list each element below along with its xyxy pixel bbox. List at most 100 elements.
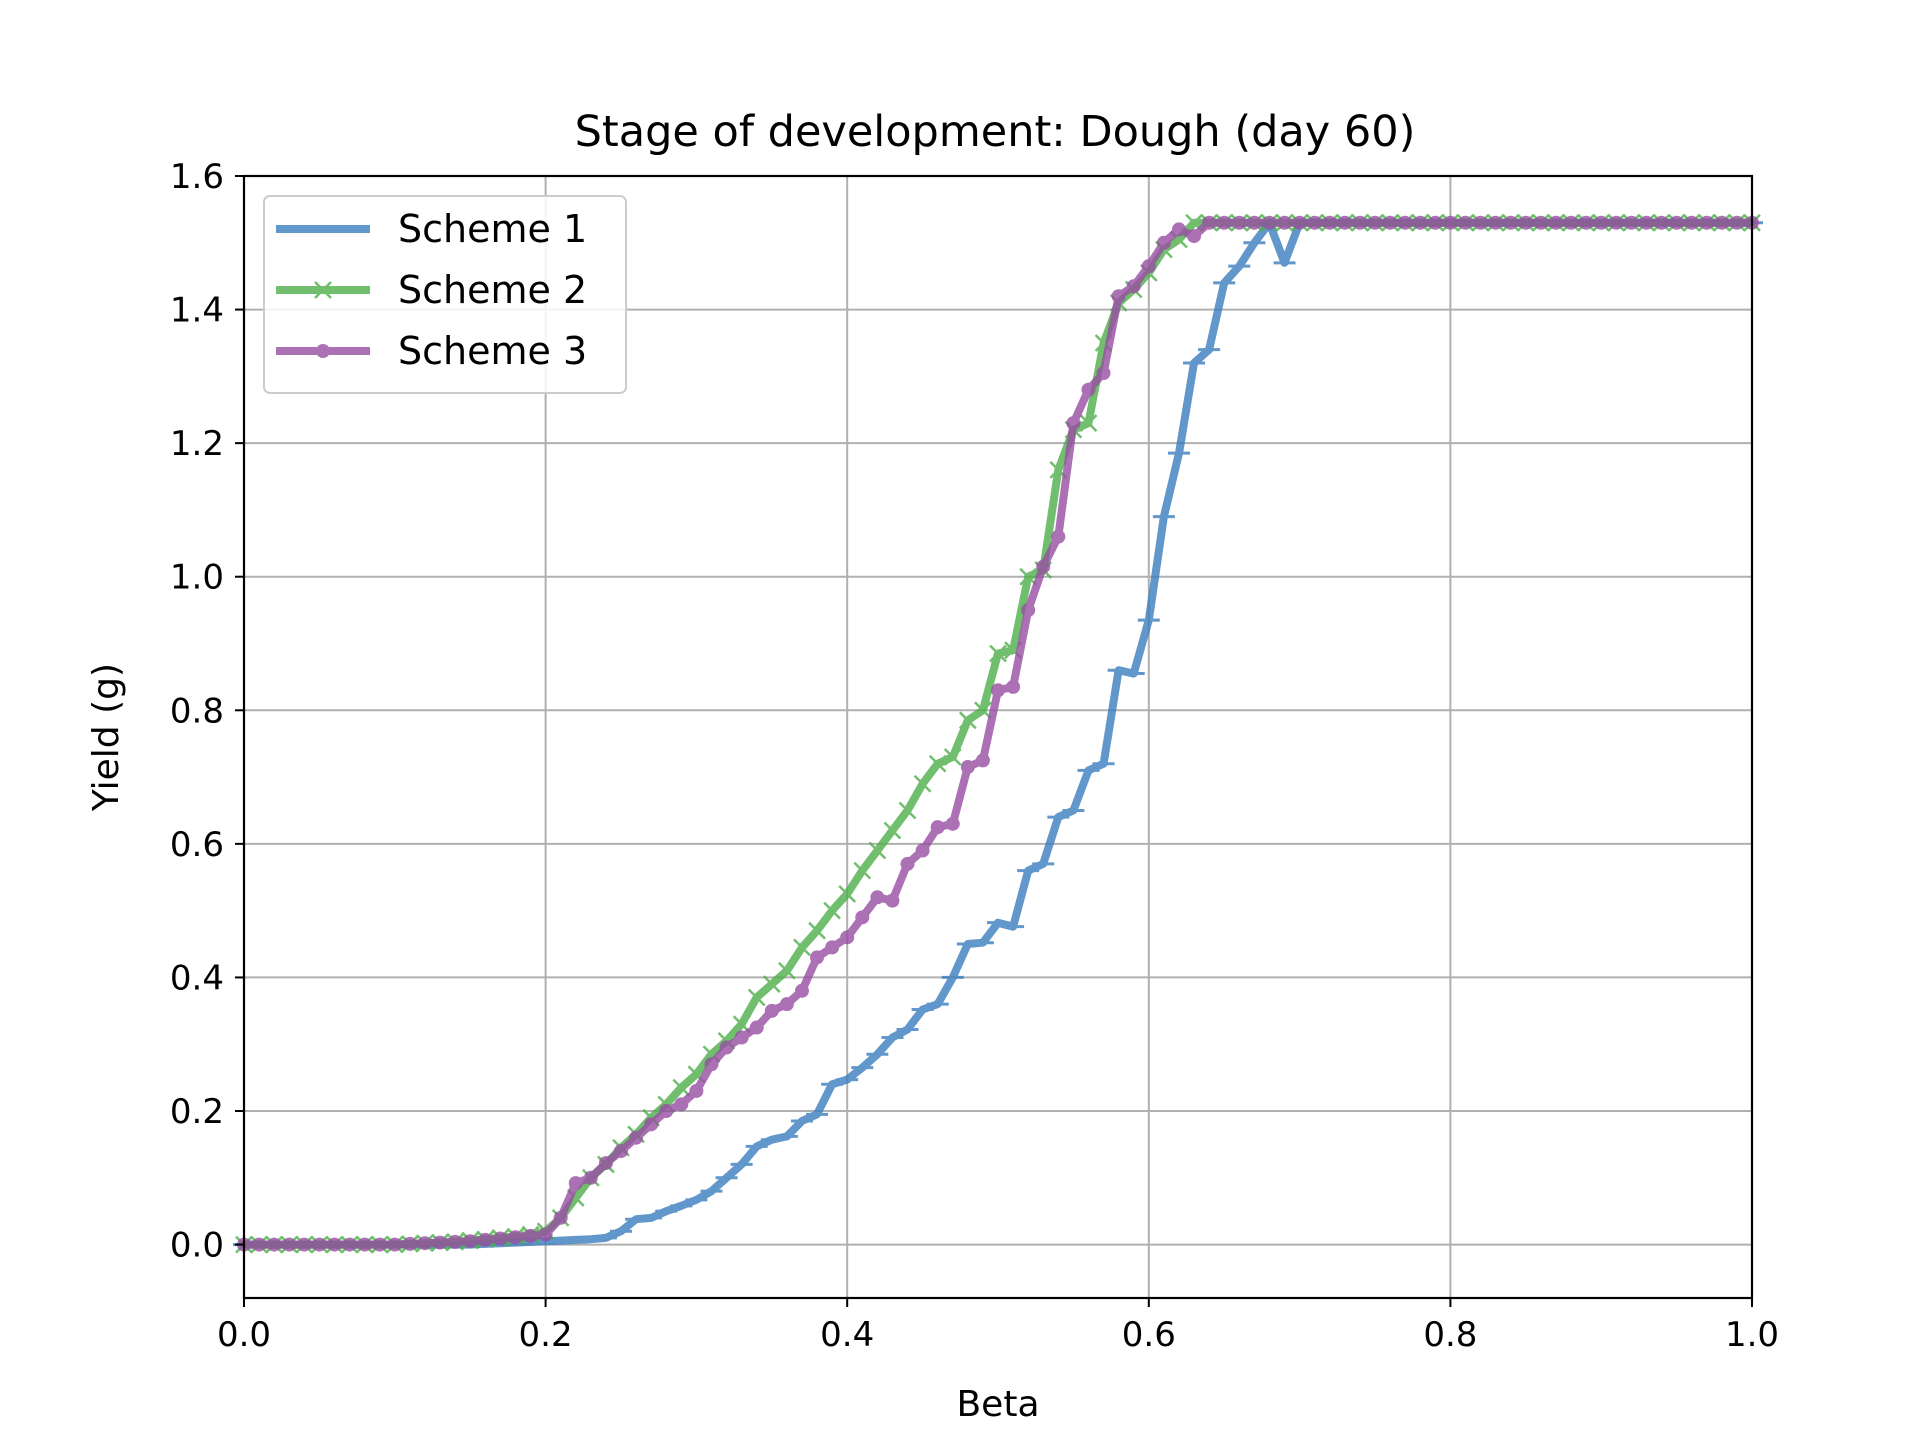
data-point — [1277, 215, 1292, 230]
data-point — [1669, 215, 1684, 230]
data-point — [1714, 215, 1729, 230]
data-point — [1096, 366, 1111, 381]
data-point — [1624, 215, 1639, 230]
data-point — [704, 1057, 719, 1072]
data-point — [372, 1237, 387, 1252]
data-point — [1473, 215, 1488, 230]
x-tick-label: 0.0 — [217, 1315, 271, 1355]
data-point — [342, 1237, 357, 1252]
data-point — [913, 774, 932, 793]
legend: Scheme 1 Scheme 2 Scheme 3 — [263, 195, 627, 394]
data-point — [1021, 603, 1036, 618]
data-point — [1019, 567, 1038, 586]
data-point — [793, 938, 811, 957]
y-tick-label: 0.0 — [170, 1226, 224, 1266]
data-point — [1079, 414, 1098, 432]
data-point — [777, 961, 796, 980]
data-point — [1322, 215, 1337, 230]
data-point — [1006, 679, 1021, 694]
data-point — [958, 711, 977, 730]
data-point — [960, 760, 975, 775]
data-point — [417, 1236, 432, 1251]
data-point — [1171, 222, 1186, 237]
data-point — [327, 1237, 342, 1252]
data-point — [1066, 416, 1081, 431]
data-point — [764, 1003, 779, 1018]
data-point — [1533, 215, 1548, 230]
data-point — [478, 1232, 493, 1247]
data-point — [885, 893, 900, 908]
y-tick-label: 0.4 — [170, 958, 224, 998]
data-point — [297, 1237, 312, 1252]
data-point — [989, 644, 1007, 663]
data-point — [762, 975, 781, 993]
data-point — [991, 683, 1005, 698]
x-tick-label: 0.6 — [1122, 1315, 1176, 1355]
data-point — [1036, 559, 1051, 574]
data-point — [1141, 259, 1156, 274]
data-point — [930, 820, 945, 835]
data-point — [900, 856, 915, 871]
data-point — [719, 1040, 734, 1055]
y-tick-label: 1.0 — [170, 558, 224, 598]
data-point — [975, 753, 990, 768]
data-point — [1428, 215, 1443, 230]
data-point — [915, 843, 930, 858]
data-point — [282, 1237, 297, 1252]
data-point — [1579, 215, 1594, 230]
data-point — [1518, 215, 1533, 230]
legend-box — [263, 195, 627, 394]
legend-marker — [314, 281, 332, 299]
legend-item-scheme-2: Scheme 2 — [276, 268, 587, 312]
data-point — [1126, 279, 1141, 294]
data-point — [1217, 215, 1232, 230]
data-point — [463, 1234, 478, 1249]
data-point — [1488, 215, 1503, 230]
data-point — [1352, 215, 1367, 230]
y-tick-label: 1.2 — [170, 424, 224, 464]
legend-label: Scheme 1 — [398, 207, 587, 251]
y-tick-label: 0.8 — [170, 691, 224, 731]
data-point — [1684, 215, 1699, 230]
data-point — [1368, 215, 1382, 230]
legend-item-scheme-1: Scheme 1 — [276, 207, 587, 251]
data-point — [448, 1234, 463, 1249]
data-point — [1383, 215, 1398, 230]
data-point — [1443, 215, 1458, 230]
data-point — [868, 841, 887, 860]
data-point — [433, 1235, 448, 1250]
x-tick-label: 1.0 — [1725, 1315, 1779, 1355]
data-point — [644, 1117, 659, 1132]
chart-title: Stage of development: Dough (day 60) — [575, 107, 1416, 157]
data-point — [734, 1030, 749, 1045]
data-point — [1729, 215, 1744, 230]
data-point — [823, 901, 842, 920]
data-point — [252, 1237, 267, 1252]
data-point — [387, 1237, 402, 1252]
data-point — [1051, 529, 1066, 544]
y-tick-label: 1.6 — [170, 157, 224, 197]
y-axis-title: Yield (g) — [86, 663, 127, 812]
data-point — [1247, 215, 1262, 230]
data-point — [808, 921, 826, 940]
data-point — [838, 885, 857, 903]
data-point — [672, 1078, 691, 1097]
data-point — [840, 930, 855, 945]
data-point — [1111, 289, 1126, 304]
series-scheme-3 — [237, 215, 1759, 1252]
data-point — [553, 1210, 568, 1225]
x-axis-title: Beta — [956, 1384, 1039, 1425]
x-axis-ticks: 0.0 0.2 0.4 0.6 0.8 1.0 — [217, 1298, 1779, 1355]
x-tick-label: 0.8 — [1423, 1315, 1477, 1355]
y-tick-label: 1.4 — [170, 291, 224, 331]
data-point — [1503, 215, 1518, 230]
data-point — [1609, 215, 1624, 230]
data-point — [1202, 215, 1217, 230]
data-point — [267, 1237, 282, 1252]
data-point — [493, 1231, 508, 1246]
data-point — [1699, 215, 1714, 230]
data-point — [974, 701, 992, 720]
legend-label: Scheme 2 — [398, 268, 587, 312]
data-point — [1548, 215, 1563, 230]
